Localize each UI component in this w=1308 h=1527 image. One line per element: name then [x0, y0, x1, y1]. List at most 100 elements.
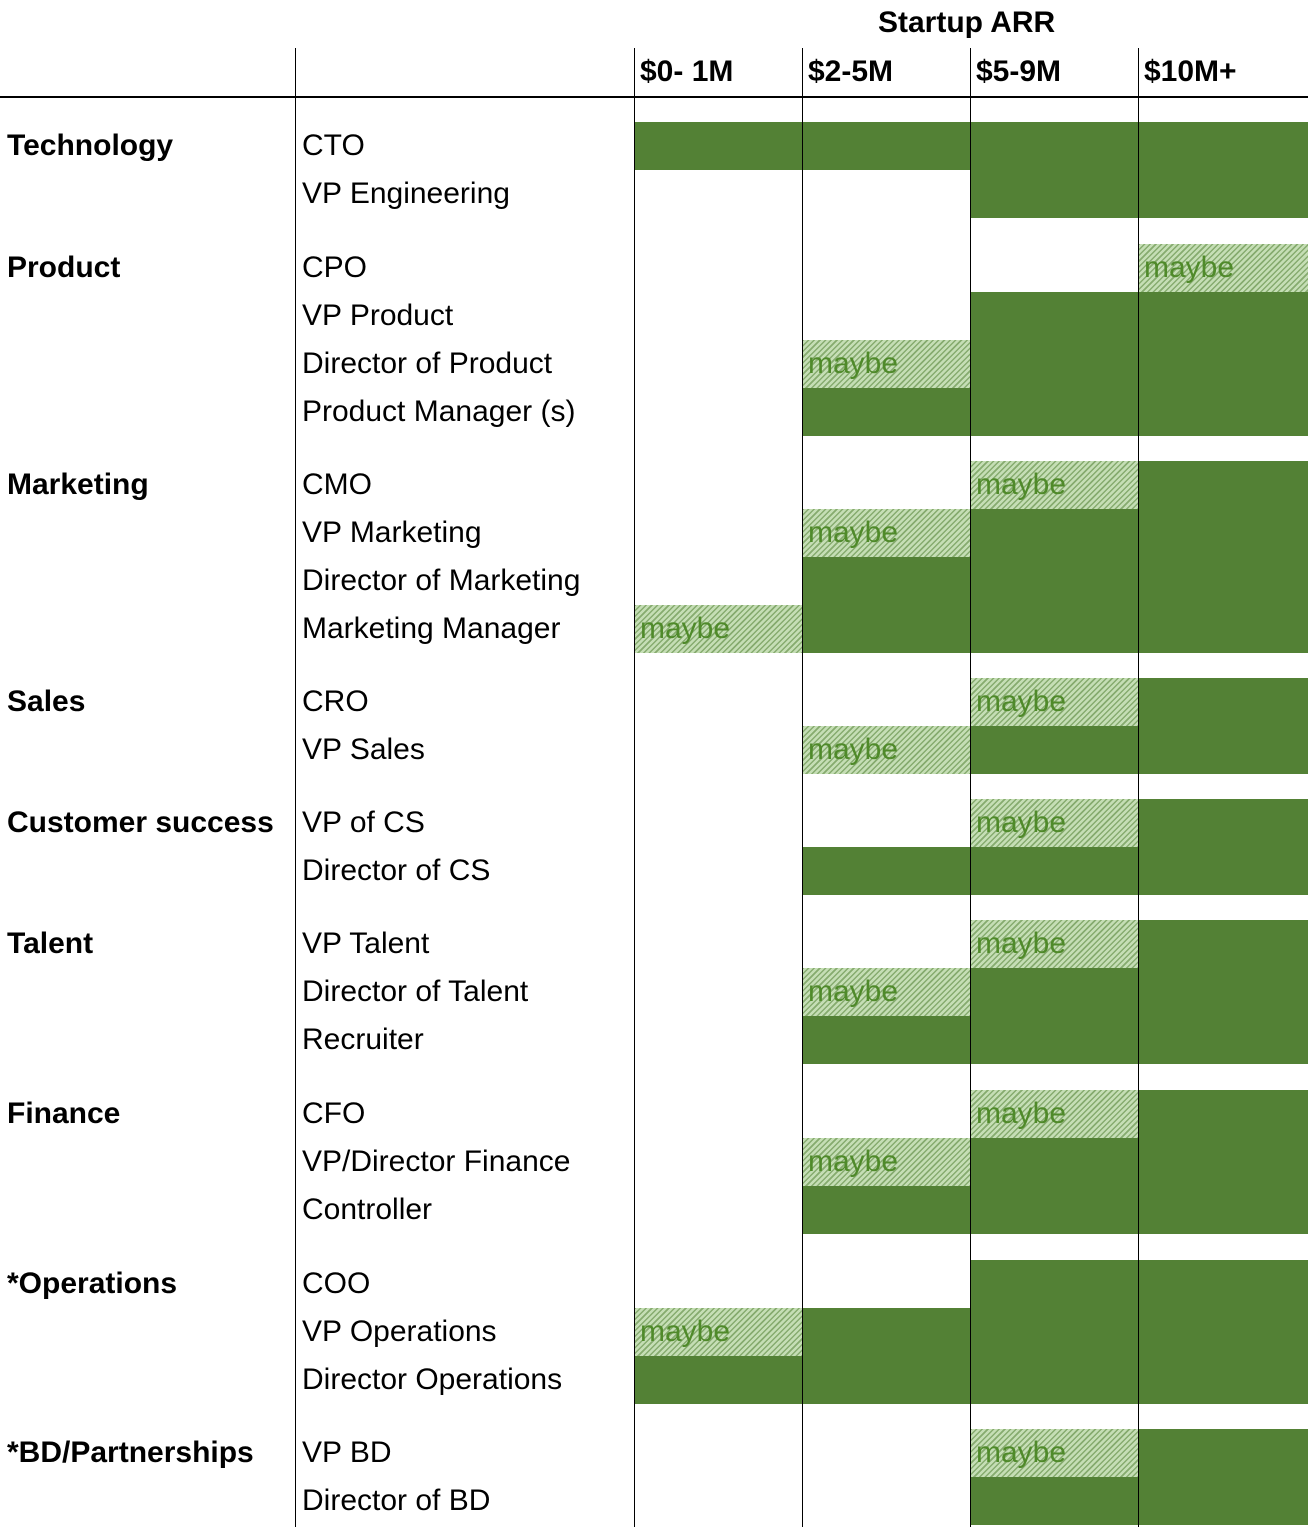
- cell-maybe: maybe: [970, 1429, 1138, 1477]
- cell-hire: [1138, 170, 1308, 218]
- role-label: Product Manager (s): [302, 395, 576, 428]
- department-label: Marketing: [7, 468, 149, 501]
- cell-hire: [970, 726, 1138, 774]
- department-label: *BD/Partnerships: [7, 1436, 254, 1469]
- department-label: *Operations: [7, 1267, 178, 1300]
- cell-hire: [1138, 799, 1308, 847]
- cell-maybe: maybe: [802, 509, 970, 557]
- role-label: Recruiter: [302, 1023, 424, 1056]
- cell-hire: [1138, 1477, 1308, 1525]
- cell-maybe: maybe: [634, 605, 802, 653]
- cell-maybe: maybe: [970, 920, 1138, 968]
- cell-hire: [970, 968, 1138, 1016]
- role-label: VP Sales: [302, 733, 425, 766]
- cell-hire: [1138, 1260, 1308, 1308]
- role-label: CMO: [302, 468, 372, 501]
- column-header-1: $2-5M: [808, 55, 894, 88]
- column-header-3: $10M+: [1144, 55, 1237, 88]
- role-label: VP Product: [302, 299, 454, 332]
- cell-hire: [970, 509, 1138, 557]
- cell-hire: [970, 292, 1138, 340]
- chart-title: Startup ARR: [878, 6, 1056, 39]
- cell-hire: [1138, 678, 1308, 726]
- cell-maybe: maybe: [970, 461, 1138, 509]
- cell-hire: [1138, 1138, 1308, 1186]
- cell-hire: [802, 847, 970, 895]
- cell-hire: [802, 1356, 970, 1404]
- cell-hire: [802, 122, 970, 170]
- cell-hire: [1138, 968, 1308, 1016]
- cell-hire: [802, 1016, 970, 1064]
- cell-hire: [1138, 1308, 1308, 1356]
- cell-hire: [970, 1138, 1138, 1186]
- department-label: Product: [7, 251, 121, 284]
- cell-hire: [970, 847, 1138, 895]
- cell-hire: [1138, 920, 1308, 968]
- cell-hire: [1138, 847, 1308, 895]
- column-header-0: $0- 1M: [640, 55, 734, 88]
- cell-hire: [1138, 605, 1308, 653]
- column-divider: [1138, 48, 1139, 1527]
- role-label: Director Operations: [302, 1363, 563, 1396]
- cell-maybe: maybe: [802, 726, 970, 774]
- cell-hire: [1138, 461, 1308, 509]
- cell-hire: [1138, 340, 1308, 388]
- cell-hire: [1138, 388, 1308, 436]
- role-label: Director of Talent: [302, 975, 529, 1008]
- cell-hire: [970, 1308, 1138, 1356]
- role-label: Director of BD: [302, 1484, 491, 1517]
- cell-hire: [1138, 1429, 1308, 1477]
- cell-hire: [1138, 1016, 1308, 1064]
- role-label: VP Operations: [302, 1315, 497, 1348]
- cell-hire: [970, 1356, 1138, 1404]
- cell-hire: [1138, 1186, 1308, 1234]
- role-label: VP Engineering: [302, 177, 510, 210]
- role-label: Director of CS: [302, 854, 491, 887]
- department-label: Talent: [7, 927, 94, 960]
- cell-maybe: maybe: [802, 1138, 970, 1186]
- cell-hire: [970, 388, 1138, 436]
- department-label: Finance: [7, 1097, 121, 1130]
- role-label: CTO: [302, 129, 365, 162]
- role-label: VP Talent: [302, 927, 430, 960]
- role-label: CRO: [302, 685, 369, 718]
- department-label: Technology: [7, 129, 174, 162]
- cell-hire: [1138, 1356, 1308, 1404]
- cell-maybe: maybe: [634, 1308, 802, 1356]
- cell-hire: [1138, 1090, 1308, 1138]
- cell-hire: [970, 557, 1138, 605]
- column-divider: [970, 48, 971, 1527]
- cell-hire: [802, 388, 970, 436]
- cell-hire: [1138, 726, 1308, 774]
- cell-maybe: maybe: [970, 678, 1138, 726]
- cell-hire: [802, 557, 970, 605]
- role-label: COO: [302, 1267, 371, 1300]
- column-divider: [295, 48, 296, 1527]
- role-label: CFO: [302, 1097, 366, 1130]
- column-divider: [802, 48, 803, 1527]
- column-divider: [634, 48, 635, 1527]
- cell-hire: [802, 605, 970, 653]
- role-label: Marketing Manager: [302, 612, 561, 645]
- role-label: VP of CS: [302, 806, 425, 839]
- cell-hire: [1138, 557, 1308, 605]
- cell-hire: [970, 170, 1138, 218]
- cell-hire: [1138, 292, 1308, 340]
- role-label: VP/Director Finance: [302, 1145, 571, 1178]
- role-label: VP Marketing: [302, 516, 482, 549]
- column-header-2: $5-9M: [976, 55, 1062, 88]
- role-label: Director of Marketing: [302, 564, 581, 597]
- cell-hire: [970, 1186, 1138, 1234]
- cell-maybe: maybe: [1138, 244, 1308, 292]
- role-label: VP BD: [302, 1436, 392, 1469]
- cell-hire: [970, 1016, 1138, 1064]
- cell-maybe: maybe: [802, 340, 970, 388]
- role-label: Director of Product: [302, 347, 553, 380]
- role-label: CPO: [302, 251, 368, 284]
- department-label: Customer success: [7, 806, 274, 839]
- cell-hire: [970, 1477, 1138, 1525]
- cell-hire: [634, 122, 802, 170]
- cell-maybe: maybe: [802, 968, 970, 1016]
- cell-hire: [970, 605, 1138, 653]
